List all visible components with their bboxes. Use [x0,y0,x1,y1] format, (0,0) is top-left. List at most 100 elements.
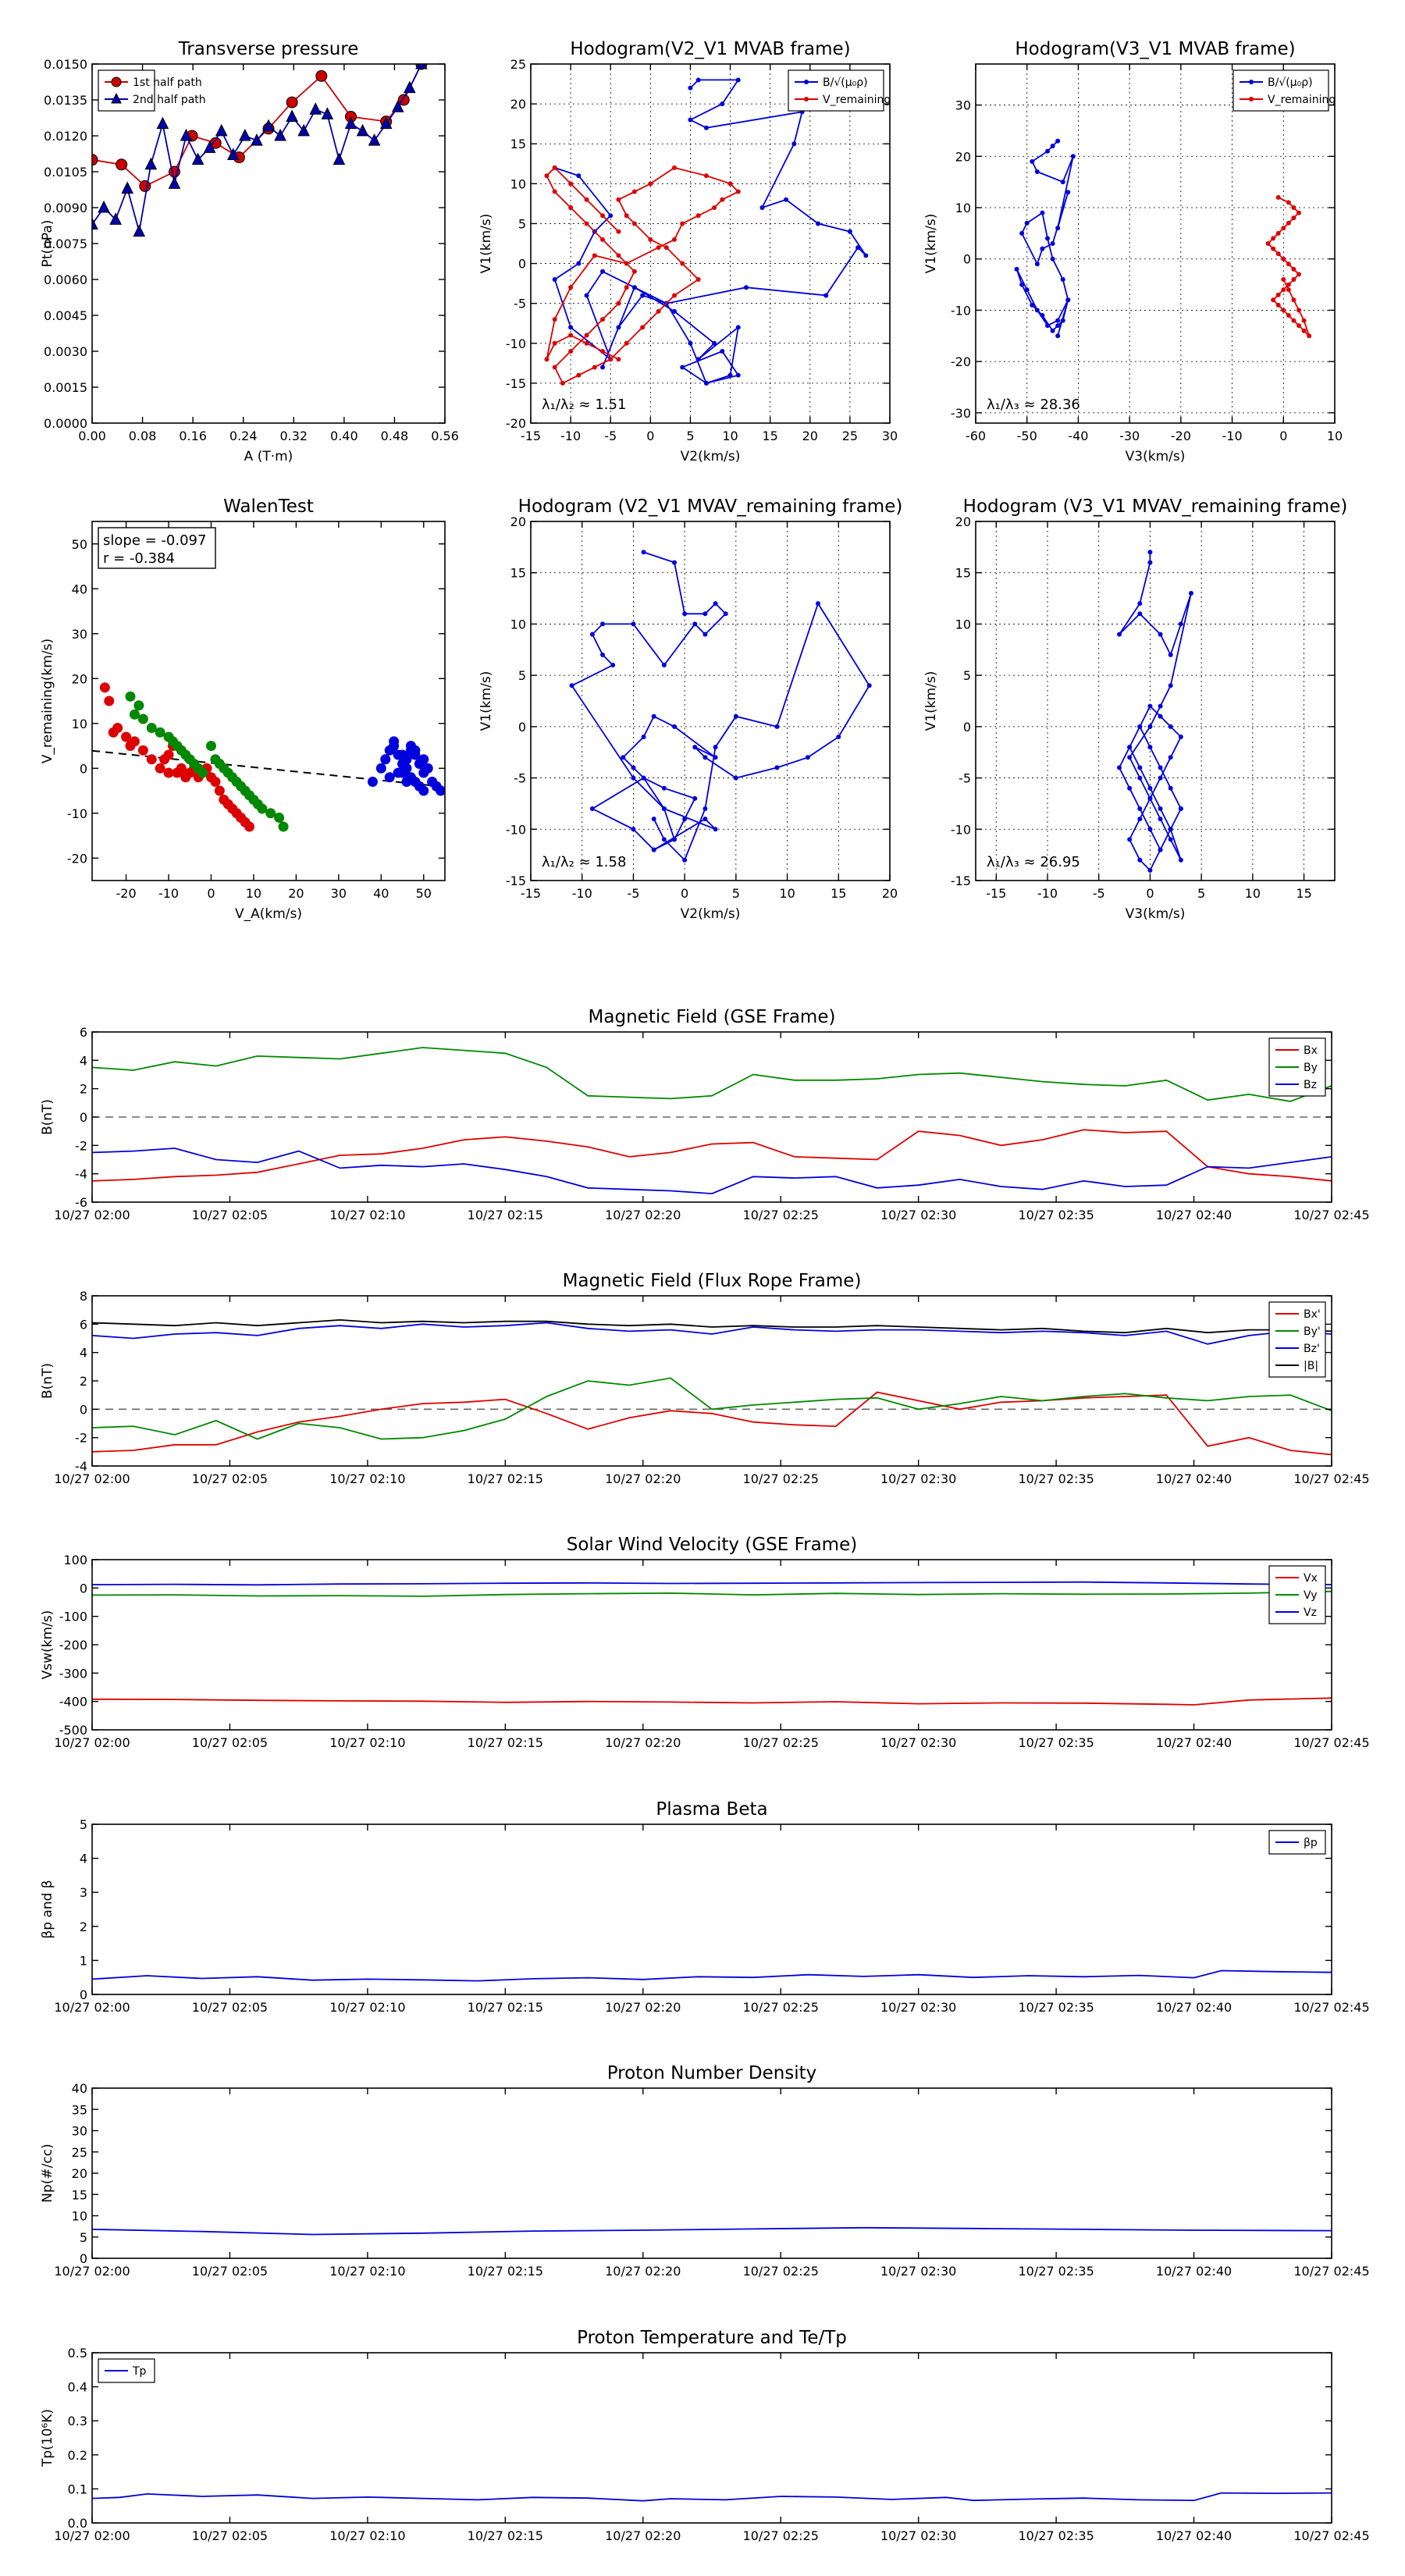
x-tick-label: 10/27 02:00 [54,2528,130,2543]
data-point [720,101,725,107]
y-tick-label: 30 [72,2124,87,2139]
legend-label: Bz' [1304,1343,1320,1355]
chart-plasma_beta: Plasma Beta 0 1 2 3 4 5 10/27 02:00 10/27 02:05 1… [40,1799,1370,2015]
y-tick-label: 1 [80,1953,87,1968]
data-point [1286,220,1291,226]
chart-title: Magnetic Field (Flux Rope Frame) [563,1271,862,1291]
y-tick-label: 25 [510,57,526,72]
data-point [401,777,412,787]
x-tick-label: 10/27 02:40 [1156,2264,1232,2279]
data-point [121,731,132,742]
data-point [137,745,148,756]
data-point [805,755,810,760]
data-point [129,709,140,720]
legend-label: B/√(μ₀ρ) [1268,76,1313,89]
series-line [553,79,867,384]
data-point [1034,262,1040,267]
data-point [1024,220,1030,226]
legend-label: Vy [1304,1589,1318,1602]
data-point [735,189,741,194]
legend-label: 2nd half path [133,94,206,106]
data-point [168,176,181,189]
x-tick-label: 0 [1146,886,1154,901]
data-point [727,372,733,378]
data-point [133,224,146,237]
data-point [682,817,688,822]
data-point [641,735,646,739]
data-point [1158,632,1163,637]
data-point [648,181,653,187]
data-point [568,333,574,338]
data-point [1168,837,1173,842]
x-tick-label: -10 [560,429,581,443]
data-point [389,736,400,747]
x-tick-label: 0 [1279,429,1287,443]
y-tick-label: 0 [80,2251,87,2266]
x-tick-label: 10 [1245,886,1261,901]
data-point [104,696,115,706]
data-point [703,125,709,130]
data-point [1055,333,1061,339]
x-tick-label: 10/27 02:25 [743,1208,819,1222]
y-tick-label: -10 [951,822,971,837]
data-point [600,213,605,219]
data-point [656,308,661,314]
data-point [688,340,693,346]
data-point [418,767,429,778]
data-point [274,813,285,823]
data-point [600,237,605,242]
data-point [1014,266,1019,272]
data-point [1291,297,1297,303]
chart-hodogram_v3_mvav: Hodogram (V3_V1 MVAV_remaining frame) -15… [923,496,1347,922]
plot-area [99,682,445,832]
data-point [616,325,621,330]
x-tick-label: 50 [416,886,432,901]
x-tick-label: -10 [572,886,592,901]
y-tick-label: 20 [72,2166,87,2181]
y-tick-label: 0 [518,257,526,272]
data-point [702,806,708,811]
data-point [735,372,741,378]
data-point [391,100,404,112]
y-tick-label: 0.3 [68,2414,87,2428]
data-point [1275,292,1281,297]
chart-title: WalenTest [223,496,314,517]
data-point [1055,323,1061,329]
data-point [866,683,872,688]
data-point [616,229,621,234]
y-tick-label: 0 [80,1110,87,1125]
y-tick-label: 5 [518,668,526,683]
data-point [1030,158,1035,164]
chart-title: Hodogram(V3_V1 MVAB frame) [1015,39,1295,59]
y-tick-label: 40 [72,582,87,596]
x-tick-label: 10/27 02:35 [1018,2000,1094,2015]
y-tick-label: 0.0 [68,2516,87,2531]
x-tick-label: 0 [681,886,688,901]
chart-mag_gse: Magnetic Field (GSE Frame) -6 -4 -2 0 2 4 6 10/2… [40,1007,1370,1222]
x-tick-label: 10/27 02:15 [468,2000,543,2015]
y-tick-label: 35 [72,2102,87,2117]
data-point [576,372,582,378]
data-point [1137,765,1143,770]
y-tick-label: 20 [955,149,971,164]
y-tick-label: 10 [955,617,971,632]
data-point [855,245,861,251]
data-point [720,349,725,354]
eigenvalue-ratio-annotation: λ₁/λ₂ ≈ 1.51 [542,397,626,413]
data-point [672,237,677,242]
data-point [1137,857,1143,863]
data-point [680,221,685,226]
data-point [631,827,636,832]
data-point [584,221,589,226]
series-line [92,1047,1332,1102]
data-point [744,285,749,290]
data-point [1045,236,1050,241]
data-point [1158,817,1163,822]
data-point [759,205,765,210]
data-point [692,795,698,801]
y-tick-label: 0.0015 [44,380,87,395]
data-point [584,293,589,298]
y-tick-label: 15 [72,2187,87,2202]
plot-frame [91,2087,1332,2259]
y-tick-label: 0.0090 [44,201,87,215]
